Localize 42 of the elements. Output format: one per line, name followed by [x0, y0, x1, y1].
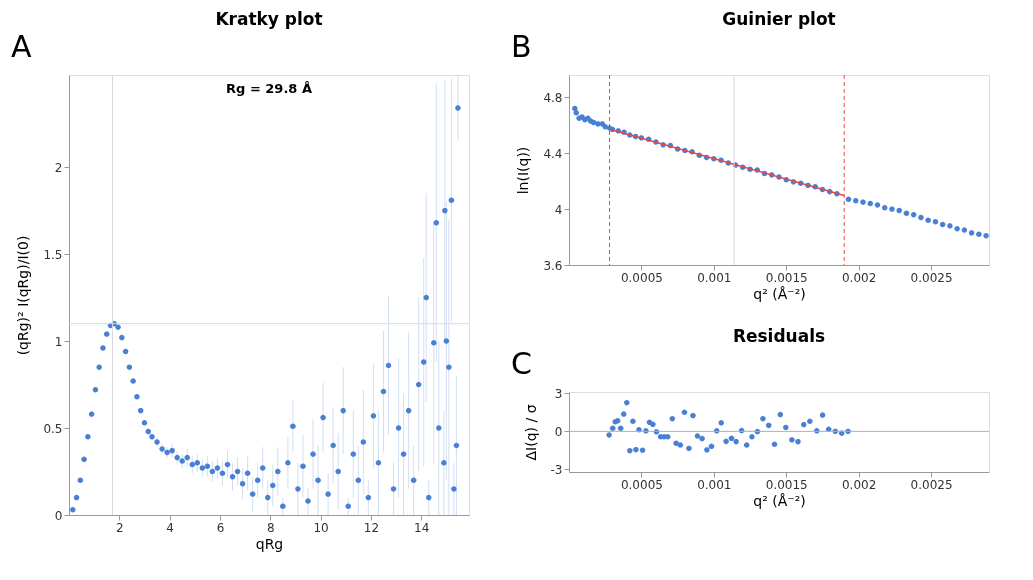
text: C — [511, 346, 532, 381]
x-tick-label: 4 — [166, 520, 174, 535]
y-tick-label: 2 — [54, 160, 63, 175]
x-tick-label: 0.0025 — [910, 477, 953, 492]
x-axis-title: qRg — [255, 535, 284, 552]
chart-title: Residuals — [732, 326, 826, 346]
x-tick-label: 0.0015 — [765, 477, 808, 492]
x-tick-label: 0.002 — [841, 270, 877, 285]
y-tick-label: 0 — [54, 508, 63, 523]
text: B — [511, 29, 532, 64]
y-axis-title: ΔI(q) / σ — [522, 404, 539, 461]
x-tick-label: 10 — [313, 520, 329, 535]
x-tick-label: 0.0005 — [620, 477, 663, 492]
x-axis-title: q² (Å⁻²) — [753, 285, 806, 302]
x-tick-label: 2 — [115, 520, 124, 535]
x-axis-title: q² (Å⁻²) — [753, 492, 806, 509]
y-axis-title: (qRg)² I(qRg)/I(0) — [15, 235, 32, 356]
x-tick-label: 0.0005 — [620, 270, 663, 285]
chart-title: Kratky plot — [215, 9, 323, 29]
y-tick-label: 1 — [54, 334, 63, 349]
x-tick-label: 0.0025 — [910, 270, 953, 285]
x-tick-label: 14 — [414, 520, 430, 535]
x-tick-label: 12 — [363, 520, 380, 535]
annotation: Rg = 29.8 Å — [226, 81, 312, 96]
y-tick-label: 4 — [554, 202, 563, 217]
text: A — [11, 29, 32, 64]
x-tick-label: 8 — [266, 520, 275, 535]
x-tick-label: 0.002 — [841, 477, 877, 492]
y-tick-label: 0.5 — [43, 421, 63, 436]
x-tick-label: 0.0015 — [765, 270, 808, 285]
y-tick-label: 1.5 — [43, 247, 63, 262]
y-axis-title: ln(I(q)) — [515, 146, 532, 195]
x-tick-label: 6 — [216, 520, 225, 535]
y-tick-label: 4.8 — [543, 90, 563, 105]
y-tick-label: -3 — [550, 462, 563, 477]
chart-title: Guinier plot — [722, 9, 836, 29]
y-tick-label: 3 — [554, 386, 563, 401]
y-tick-label: 3.6 — [543, 258, 563, 273]
y-tick-label: 4.4 — [543, 146, 563, 161]
x-tick-label: 0.001 — [697, 270, 732, 285]
x-tick-label: 0.001 — [697, 477, 732, 492]
y-tick-label: 0 — [554, 424, 563, 439]
